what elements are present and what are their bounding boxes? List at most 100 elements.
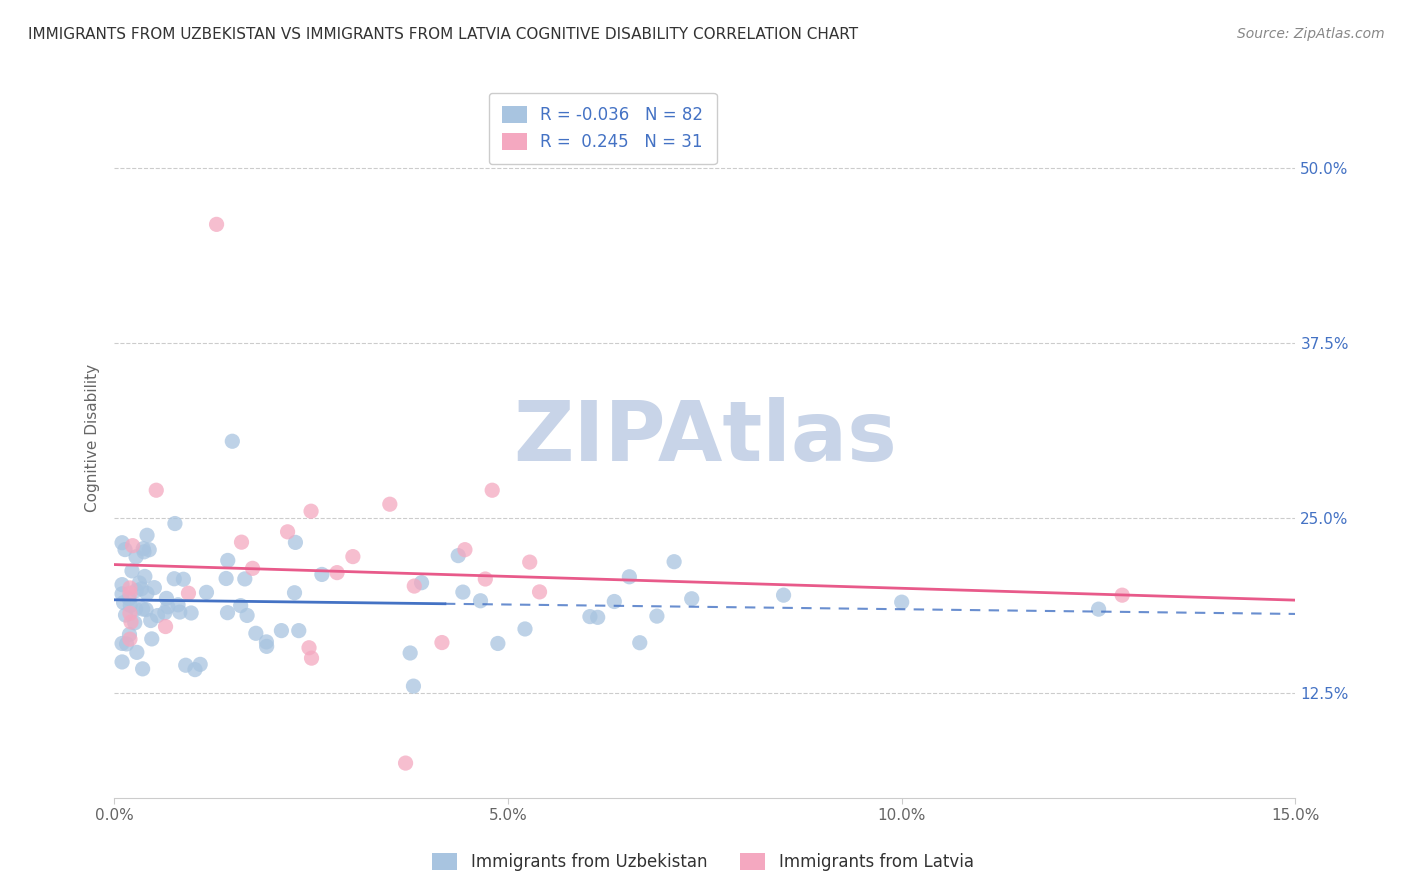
Point — [134, 569, 156, 583]
Point — [118, 586, 141, 600]
Point — [136, 586, 159, 600]
Point — [180, 606, 202, 620]
Point — [411, 575, 433, 590]
Point — [125, 602, 148, 616]
Point — [586, 610, 609, 624]
Point — [111, 636, 134, 650]
Point — [136, 528, 159, 542]
Point — [681, 591, 703, 606]
Point — [242, 561, 264, 575]
Point — [111, 535, 134, 549]
Point — [155, 591, 177, 606]
Point — [111, 577, 134, 591]
Point — [486, 636, 509, 650]
Point — [169, 605, 191, 619]
Point — [131, 582, 153, 596]
Point — [132, 545, 155, 559]
Point — [118, 627, 141, 641]
Point — [138, 542, 160, 557]
Text: ZIPAtlas: ZIPAtlas — [513, 397, 897, 478]
Point — [394, 756, 416, 770]
Point — [124, 615, 146, 630]
Point — [139, 614, 162, 628]
Point — [454, 542, 477, 557]
Point — [529, 585, 551, 599]
Point — [404, 579, 426, 593]
Point — [229, 599, 252, 613]
Point — [513, 622, 536, 636]
Point — [342, 549, 364, 564]
Point — [451, 585, 474, 599]
Text: Source: ZipAtlas.com: Source: ZipAtlas.com — [1237, 27, 1385, 41]
Point — [399, 646, 422, 660]
Point — [114, 608, 136, 623]
Point — [120, 615, 142, 629]
Point — [619, 570, 641, 584]
Point — [172, 572, 194, 586]
Point — [236, 608, 259, 623]
Point — [890, 595, 912, 609]
Point — [311, 567, 333, 582]
Point — [254, 635, 277, 649]
Point — [233, 572, 256, 586]
Point — [481, 483, 503, 498]
Point — [603, 594, 626, 608]
Point — [114, 542, 136, 557]
Point — [120, 599, 142, 613]
Point — [256, 640, 278, 654]
Point — [131, 662, 153, 676]
Point — [287, 624, 309, 638]
Y-axis label: Cognitive Disability: Cognitive Disability — [86, 364, 100, 512]
Point — [217, 606, 239, 620]
Point — [111, 587, 134, 601]
Point — [662, 555, 685, 569]
Point — [1111, 588, 1133, 602]
Point — [205, 218, 228, 232]
Point — [277, 524, 299, 539]
Point — [430, 635, 453, 649]
Point — [155, 619, 177, 633]
Point — [474, 572, 496, 586]
Point — [628, 636, 651, 650]
Point — [177, 586, 200, 600]
Point — [163, 516, 186, 531]
Point — [167, 598, 190, 612]
Point — [270, 624, 292, 638]
Point — [118, 632, 141, 647]
Point — [131, 602, 153, 616]
Text: IMMIGRANTS FROM UZBEKISTAN VS IMMIGRANTS FROM LATVIA COGNITIVE DISABILITY CORREL: IMMIGRANTS FROM UZBEKISTAN VS IMMIGRANTS… — [28, 27, 858, 42]
Point — [156, 599, 179, 614]
Point — [231, 535, 253, 549]
Point — [132, 541, 155, 556]
Point — [645, 609, 668, 624]
Point — [118, 581, 141, 595]
Point — [112, 596, 135, 610]
Point — [188, 657, 211, 672]
Point — [402, 679, 425, 693]
Point — [284, 535, 307, 549]
Point — [1087, 602, 1109, 616]
Point — [118, 591, 141, 606]
Point — [125, 645, 148, 659]
Point — [163, 572, 186, 586]
Point — [215, 572, 238, 586]
Point — [772, 588, 794, 602]
Point — [121, 564, 143, 578]
Point — [153, 606, 176, 620]
Point — [195, 585, 218, 599]
Point — [146, 608, 169, 623]
Point — [217, 553, 239, 567]
Point — [378, 497, 401, 511]
Point — [121, 539, 143, 553]
Point — [145, 483, 167, 498]
Point — [283, 586, 305, 600]
Point — [326, 566, 349, 580]
Point — [118, 607, 141, 621]
Point — [135, 602, 157, 616]
Point — [141, 632, 163, 646]
Point — [184, 663, 207, 677]
Point — [299, 504, 322, 518]
Point — [519, 555, 541, 569]
Point — [447, 549, 470, 563]
Legend: Immigrants from Uzbekistan, Immigrants from Latvia: Immigrants from Uzbekistan, Immigrants f… — [425, 845, 981, 880]
